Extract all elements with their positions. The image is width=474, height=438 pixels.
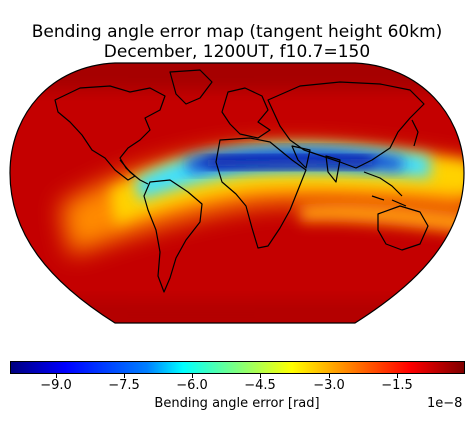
colorbar-tick-label: −3.0 [313, 378, 345, 393]
colorbar-tick-label: −4.5 [244, 378, 276, 393]
colorbar-tick-label: −1.5 [381, 378, 413, 393]
colorbar-tick-mark [260, 374, 261, 378]
colorbar-tick-label: −6.0 [176, 378, 208, 393]
map-boundary [9, 62, 465, 324]
colorbar-tick-mark [329, 374, 330, 378]
world-coastlines [54, 69, 447, 293]
colorbar-tick-mark [192, 374, 193, 378]
colorbar-label: Bending angle error [rad] [154, 396, 320, 411]
colorbar [10, 361, 465, 374]
colorbar-tick-label: −9.0 [40, 378, 72, 393]
colorbar-tick-mark [56, 374, 57, 378]
colorbar-tick-mark [124, 374, 125, 378]
colorbar-tick-label: −7.5 [108, 378, 140, 393]
map-title: Bending angle error map (tangent height … [31, 22, 443, 42]
colorbar-tick-mark [397, 374, 398, 378]
map-subtitle: December, 1200UT, f10.7=150 [103, 42, 371, 62]
colorbar-exponent: 1e−8 [427, 396, 463, 411]
